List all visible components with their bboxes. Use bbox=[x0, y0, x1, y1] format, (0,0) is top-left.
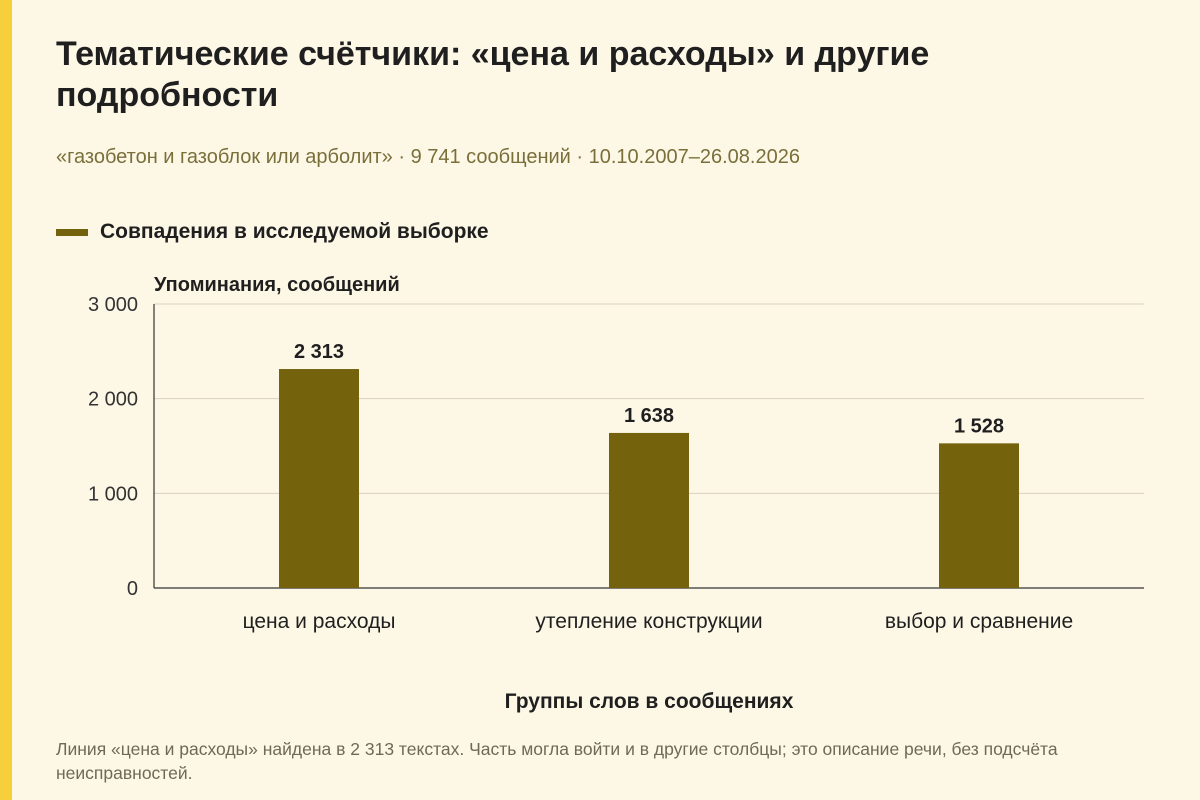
y-tick-label: 3 000 bbox=[88, 294, 138, 316]
page-title: Тематические счётчики: «цена и расходы» … bbox=[56, 35, 930, 115]
footnote: Линия «цена и расходы» найдена в 2 313 т… bbox=[56, 739, 1058, 783]
y-tick-label: 1 000 bbox=[88, 483, 138, 505]
chart-legend: Совпадения в исследуемой выборке bbox=[56, 220, 489, 244]
y-axis-title: Упоминания, сообщений bbox=[154, 274, 400, 296]
legend-label: Совпадения в исследуемой выборке bbox=[100, 220, 489, 243]
bar bbox=[609, 432, 689, 588]
accent-stripe bbox=[0, 0, 12, 800]
y-tick-label: 2 000 bbox=[88, 389, 138, 411]
bar bbox=[279, 369, 359, 588]
bar-value-label: 1 528 bbox=[954, 415, 1004, 437]
x-tick-label: утепление конструкции bbox=[535, 610, 762, 633]
bar-value-label: 2 313 bbox=[294, 341, 344, 363]
page-subtitle: «газобетон и газоблок или арболит» · 9 7… bbox=[56, 146, 800, 168]
x-tick-label: выбор и сравнение bbox=[885, 610, 1073, 633]
bar-value-label: 1 638 bbox=[624, 405, 674, 427]
bar bbox=[939, 443, 1019, 588]
legend-swatch bbox=[56, 228, 88, 236]
x-tick-label: цена и расходы bbox=[243, 610, 396, 633]
x-axis-title: Группы слов в сообщениях bbox=[505, 690, 794, 713]
y-tick-label: 0 bbox=[127, 578, 138, 600]
